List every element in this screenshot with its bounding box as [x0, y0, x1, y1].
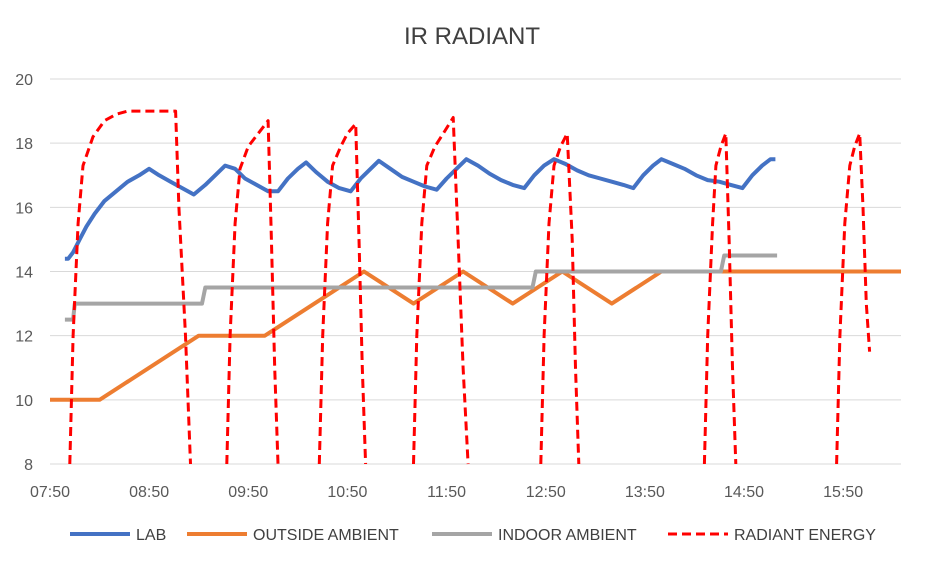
grid-layer: [50, 78, 901, 465]
x-tick-label: 08:50: [129, 484, 169, 501]
y-axis: 8 10 12 14 16 18 20: [15, 72, 33, 474]
legend: LAB OUTSIDE AMBIENT INDOOR AMBIENT RADIANT …: [70, 527, 876, 544]
legend-label: OUTSIDE AMBIENT: [253, 527, 399, 544]
series-line-outside-ambient: [50, 269, 901, 402]
x-tick-label: 15:50: [823, 484, 863, 501]
y-tick-label: 14: [15, 265, 33, 282]
legend-label: RADIANT ENERGY: [734, 527, 876, 544]
y-tick-label: 20: [15, 72, 33, 89]
x-axis: 07:50 08:50 09:50 10:50 11:50 12:50 13:50 14:50…: [30, 484, 863, 501]
y-tick-label: 18: [15, 136, 33, 153]
series-line-lab: [64, 157, 776, 261]
legend-label: LAB: [136, 527, 166, 544]
y-tick-label: 16: [15, 200, 33, 217]
legend-label: INDOOR AMBIENT: [498, 527, 637, 544]
chart-title: IR RADIANT: [404, 23, 540, 50]
x-tick-label: 11:50: [427, 484, 466, 501]
y-tick-label: 8: [24, 457, 33, 474]
series-line-indoor-ambient: [64, 253, 778, 322]
series-line-radiant-energy: [68, 109, 872, 465]
x-tick-label: 13:50: [625, 484, 665, 501]
series-layer: [50, 109, 901, 465]
x-tick-label: 07:50: [30, 484, 70, 501]
y-tick-label: 12: [15, 329, 33, 346]
x-tick-label: 14:50: [724, 484, 764, 501]
x-tick-label: 09:50: [228, 484, 268, 501]
y-tick-label: 10: [15, 393, 33, 410]
x-tick-label: 10:50: [327, 484, 367, 501]
x-tick-label: 12:50: [526, 484, 566, 501]
